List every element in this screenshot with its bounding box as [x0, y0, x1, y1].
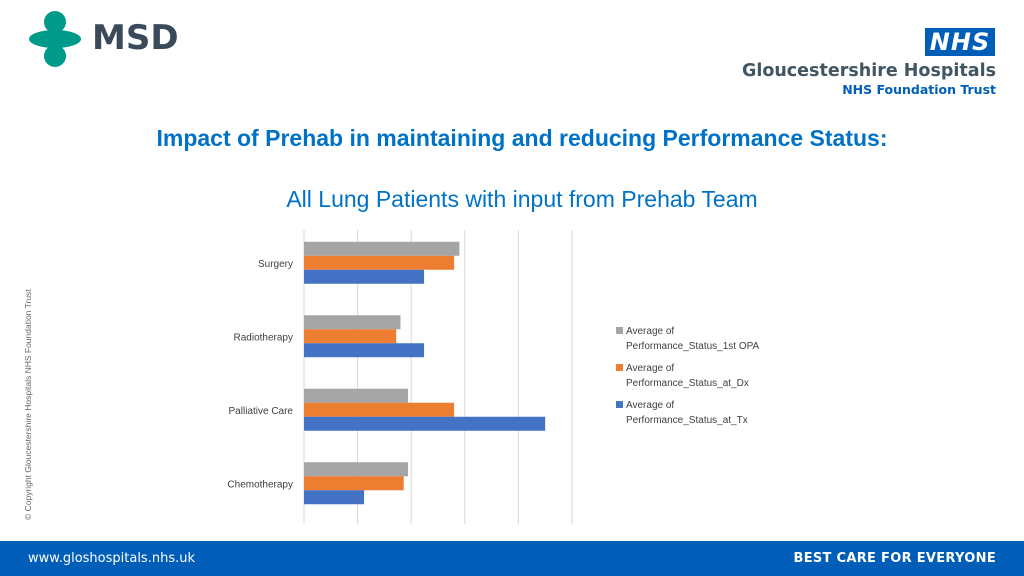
msd-logo — [29, 11, 81, 67]
nhs-badge: NHS — [925, 28, 995, 56]
legend-swatch-3 — [616, 401, 623, 408]
bar-surgery-series-1 — [304, 241, 460, 256]
footer-motto: BEST CARE FOR EVERYONE — [793, 551, 996, 566]
legend-label-3: Average of Performance_Status_at_Tx — [626, 400, 748, 426]
chart-subtitle: All Lung Patients with input from Prehab… — [286, 186, 758, 212]
bar-radiotherapy-series-3 — [304, 343, 425, 358]
legend-swatch-2 — [616, 364, 623, 371]
org-subtitle: NHS Foundation Trust — [842, 82, 996, 97]
org-name: Gloucestershire Hospitals — [741, 61, 996, 81]
category-label-1: Radiotherapy — [234, 332, 293, 343]
legend-label-2: Average of Performance_Status_at_Dx — [626, 363, 749, 389]
bar-chart: Surgery Radiotherapy Palliative Care Chemot… — [227, 230, 760, 524]
bar-chemotherapy-series-2 — [304, 476, 404, 491]
bar-palliative-care-series-1 — [304, 388, 408, 403]
legend-label-1: Average of Performance_Status_1st OPA — [626, 326, 760, 352]
bar-surgery-series-2 — [304, 255, 455, 270]
bar-palliative-care-series-2 — [304, 402, 455, 417]
category-label-0: Surgery — [258, 259, 293, 270]
bar-chemotherapy-series-1 — [304, 462, 408, 477]
bar-radiotherapy-series-1 — [304, 315, 401, 330]
msd-symbol-icon — [29, 11, 81, 67]
bar-surgery-series-3 — [304, 269, 425, 284]
copyright-notice: © Copyright Gloucestershire Hospitals NH… — [23, 289, 33, 520]
bar-palliative-care-series-3 — [304, 416, 546, 431]
footer-url[interactable]: www.gloshospitals.nhs.uk — [28, 551, 195, 566]
category-label-2: Palliative Care — [229, 406, 294, 417]
footer-bar: www.gloshospitals.nhs.uk BEST CARE FOR E… — [0, 541, 1024, 576]
bar-chemotherapy-series-3 — [304, 490, 365, 505]
bar-radiotherapy-series-2 — [304, 329, 397, 344]
legend-swatch-1 — [616, 327, 623, 334]
msd-wordmark: MSD — [92, 18, 179, 58]
category-label-3: Chemotherapy — [227, 479, 293, 490]
chart-title: Impact of Prehab in maintaining and redu… — [156, 125, 888, 151]
